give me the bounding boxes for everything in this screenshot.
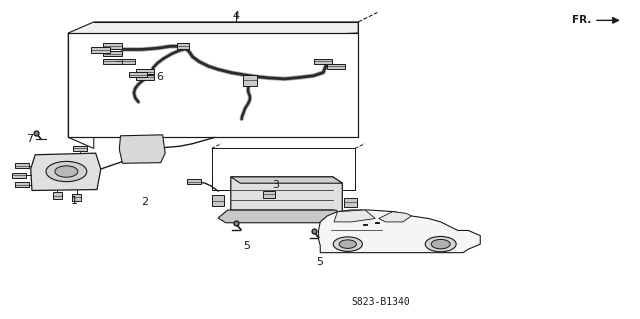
Polygon shape bbox=[68, 33, 358, 137]
Text: 3: 3 bbox=[272, 180, 279, 190]
FancyBboxPatch shape bbox=[243, 75, 257, 85]
FancyBboxPatch shape bbox=[91, 47, 109, 53]
FancyBboxPatch shape bbox=[103, 51, 122, 56]
FancyBboxPatch shape bbox=[129, 72, 147, 77]
Text: 4: 4 bbox=[232, 11, 239, 21]
Circle shape bbox=[425, 236, 456, 252]
FancyBboxPatch shape bbox=[177, 43, 189, 48]
FancyBboxPatch shape bbox=[314, 59, 332, 64]
FancyBboxPatch shape bbox=[187, 179, 201, 184]
Text: S823-B1340: S823-B1340 bbox=[351, 297, 410, 307]
Polygon shape bbox=[212, 148, 355, 189]
FancyBboxPatch shape bbox=[52, 192, 62, 199]
FancyBboxPatch shape bbox=[73, 146, 87, 151]
Circle shape bbox=[55, 166, 78, 177]
FancyBboxPatch shape bbox=[15, 163, 29, 168]
Polygon shape bbox=[31, 153, 100, 190]
Polygon shape bbox=[119, 135, 165, 163]
Text: 5: 5 bbox=[243, 241, 250, 251]
Polygon shape bbox=[379, 212, 412, 222]
Text: 5: 5 bbox=[317, 257, 323, 267]
Polygon shape bbox=[319, 210, 480, 253]
Polygon shape bbox=[218, 210, 344, 223]
FancyBboxPatch shape bbox=[363, 224, 367, 225]
FancyBboxPatch shape bbox=[136, 75, 154, 80]
FancyBboxPatch shape bbox=[15, 182, 29, 187]
Polygon shape bbox=[68, 33, 94, 148]
FancyBboxPatch shape bbox=[103, 43, 122, 48]
Text: 6: 6 bbox=[156, 72, 163, 82]
FancyBboxPatch shape bbox=[376, 222, 379, 223]
FancyBboxPatch shape bbox=[327, 63, 345, 69]
FancyBboxPatch shape bbox=[72, 194, 81, 201]
FancyBboxPatch shape bbox=[103, 59, 122, 64]
Text: 2: 2 bbox=[141, 197, 148, 207]
FancyBboxPatch shape bbox=[263, 191, 275, 198]
FancyBboxPatch shape bbox=[212, 195, 225, 206]
FancyBboxPatch shape bbox=[12, 173, 26, 178]
Polygon shape bbox=[68, 22, 358, 44]
Circle shape bbox=[339, 240, 356, 249]
FancyBboxPatch shape bbox=[116, 59, 135, 64]
Text: FR.: FR. bbox=[572, 15, 591, 26]
Polygon shape bbox=[334, 210, 375, 222]
FancyBboxPatch shape bbox=[136, 69, 154, 74]
Circle shape bbox=[46, 161, 87, 182]
Text: 7: 7 bbox=[26, 134, 34, 144]
FancyBboxPatch shape bbox=[344, 198, 357, 207]
Polygon shape bbox=[231, 177, 342, 216]
Text: 1: 1 bbox=[71, 196, 78, 206]
Circle shape bbox=[333, 237, 362, 251]
Circle shape bbox=[431, 240, 450, 249]
Polygon shape bbox=[231, 177, 342, 183]
